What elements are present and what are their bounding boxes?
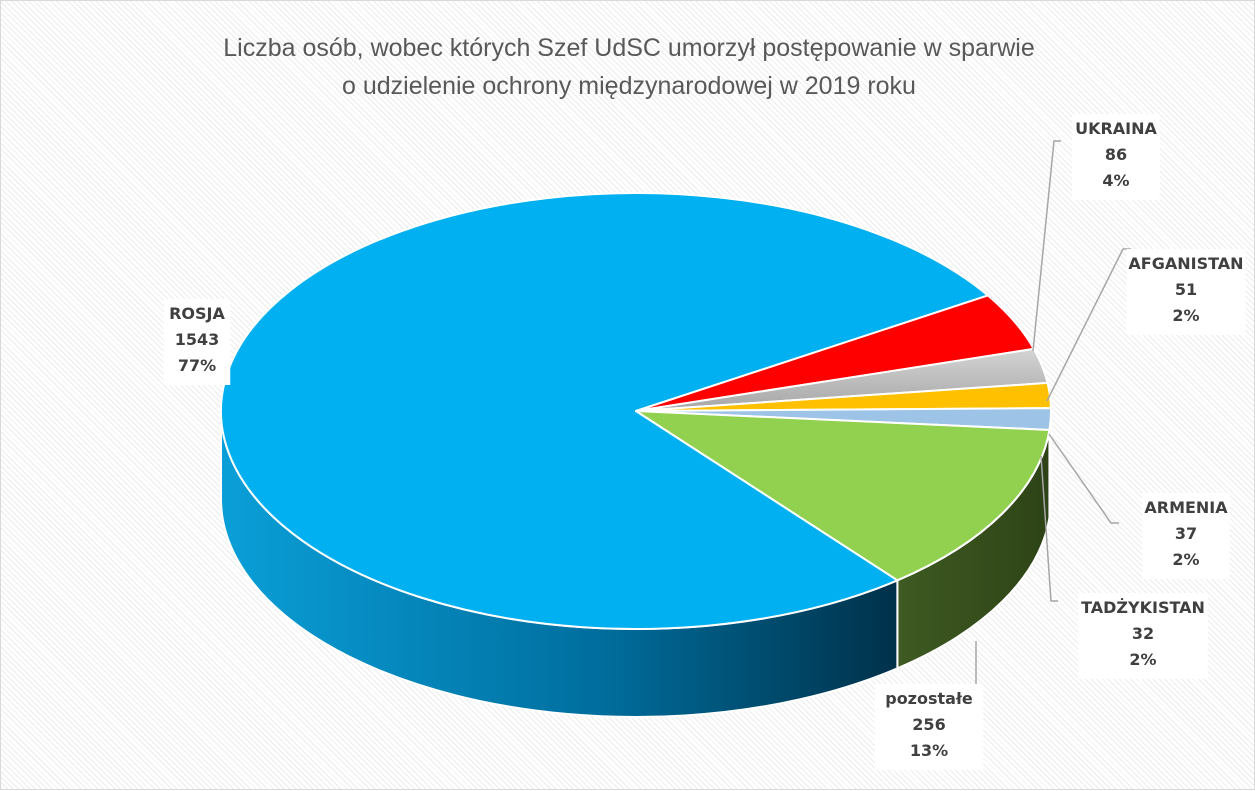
data-label-value-tadzykistan: 32	[1132, 624, 1154, 643]
chart-title-line-2: o udzielenie ochrony międzynarodowej w 2…	[342, 72, 916, 100]
leader-line-tadzykistan	[1040, 455, 1058, 602]
data-label-percent-afganistan: 2%	[1172, 306, 1199, 325]
data-label-value-rosja: 1543	[175, 330, 220, 349]
data-label-category-ukraina: UKRAINA	[1075, 119, 1157, 138]
data-label-category-tadzykistan: TADŻYKISTAN	[1081, 598, 1205, 617]
data-label-category-rosja: ROSJA	[169, 304, 225, 323]
data-label-bg-rosja	[163, 299, 231, 385]
leader-line-pozostale	[969, 641, 977, 690]
data-label-bg-armenia	[1142, 493, 1230, 579]
data-label-percent-rosja: 77%	[178, 356, 216, 375]
data-label-bg-afganistan	[1126, 249, 1246, 335]
data-label-value-pozostale: 256	[912, 715, 945, 734]
data-label-percent-armenia: 2%	[1172, 550, 1199, 569]
data-label-bg-tadzykistan	[1078, 593, 1208, 679]
leader-line-armenia	[1048, 433, 1119, 524]
data-label-category-afganistan: AFGANISTAN	[1128, 254, 1243, 273]
data-label-percent-ukraina: 4%	[1102, 171, 1129, 190]
data-label-value-afganistan: 51	[1175, 280, 1197, 299]
data-label-bg-ukraina	[1072, 114, 1160, 200]
data-label-percent-tadzykistan: 2%	[1129, 650, 1156, 669]
data-label-category-armenia: ARMENIA	[1144, 498, 1228, 517]
chart-title-line-1: Liczba osób, wobec których Szef UdSC umo…	[223, 34, 1035, 62]
data-label-value-armenia: 37	[1175, 524, 1197, 543]
leader-line-afganistan	[1046, 248, 1131, 402]
pie-slice-pozostale	[635, 410, 1051, 582]
data-label-percent-pozostale: 13%	[910, 741, 948, 760]
leader-line-ukraina	[1032, 140, 1061, 352]
data-label-bg-pozostale	[874, 684, 984, 770]
data-label-category-pozostale: pozostałe	[885, 689, 973, 708]
data-label-value-ukraina: 86	[1105, 145, 1127, 164]
